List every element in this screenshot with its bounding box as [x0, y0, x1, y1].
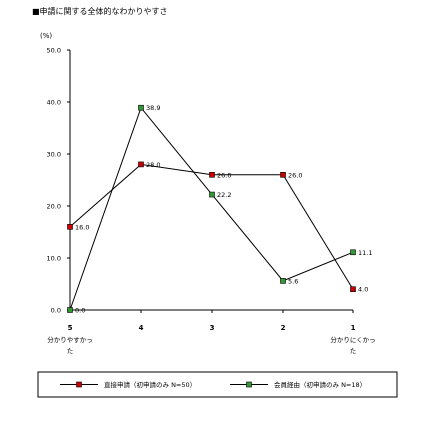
- y-tick-label: 30.0: [47, 151, 61, 159]
- data-point: [280, 278, 286, 284]
- data-label: 28.0: [146, 161, 160, 169]
- data-point: [209, 191, 215, 198]
- series-line-2: [69, 106, 354, 311]
- y-tick-label: 50.0: [47, 47, 61, 55]
- data-label: 38.9: [146, 104, 160, 112]
- data-point: [67, 307, 73, 313]
- series-line-1: [69, 163, 354, 290]
- data-point: [350, 249, 356, 256]
- y-axis-unit-label: (%): [40, 32, 52, 40]
- x-tick-label: 1: [351, 324, 356, 332]
- legend-label: 会員経由（初申請のみ N=18）: [274, 380, 366, 389]
- data-label: 16.0: [75, 223, 89, 231]
- data-point: [138, 161, 144, 168]
- data-label: 26.0: [288, 171, 302, 179]
- legend: 直接申請（初申請のみ N=50） 会員経由（初申請のみ N=18）: [37, 371, 398, 398]
- legend-marker: [246, 381, 252, 388]
- data-label: 0.0: [75, 307, 85, 315]
- y-tick-label: 10.0: [47, 255, 61, 263]
- legend-label: 直接申請（初申請のみ N=50）: [104, 380, 196, 389]
- data-point: [350, 286, 356, 293]
- data-label: 22.2: [217, 191, 231, 199]
- data-point: [280, 172, 286, 178]
- x-tick-label: 4: [139, 324, 144, 332]
- data-label: 26.0: [217, 171, 231, 179]
- y-tick-label: 0.0: [51, 307, 61, 315]
- x-category-label: た: [350, 347, 357, 355]
- data-point: [138, 104, 144, 111]
- x-tick-label: 5: [68, 324, 73, 332]
- data-label: 11.1: [358, 249, 372, 257]
- y-tick-label: 40.0: [47, 99, 61, 107]
- data-label: 5.6: [288, 277, 298, 285]
- x-category-label: 分かりにくかっ: [330, 335, 375, 344]
- chart-title: ■申請に関する全体的なわかりやすさ: [32, 6, 168, 16]
- data-label: 4.0: [358, 286, 368, 294]
- y-tick-label: 20.0: [47, 203, 61, 211]
- x-tick-label: 3: [210, 324, 215, 332]
- legend-marker: [76, 381, 82, 388]
- data-point: [67, 224, 73, 230]
- data-point: [209, 172, 215, 178]
- x-category-label: 分かりやすかっ: [47, 335, 93, 344]
- x-tick-label: 2: [281, 324, 286, 332]
- x-category-label: た: [67, 347, 74, 355]
